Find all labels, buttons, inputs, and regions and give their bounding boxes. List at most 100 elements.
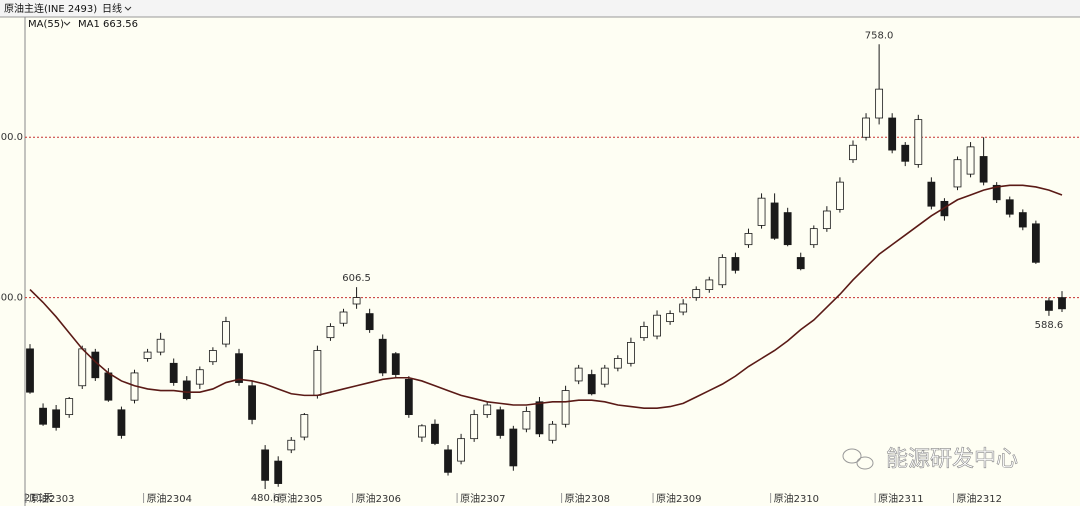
candle-body: [653, 314, 661, 337]
candle-body: [143, 351, 152, 359]
candle-body: [509, 428, 518, 467]
candle-body: [156, 338, 165, 353]
x-tick-label: 原油2308: [565, 492, 610, 505]
candle-body: [574, 367, 583, 382]
candle-body: [809, 228, 818, 246]
y-tick-label: 700.0: [0, 132, 23, 143]
indicator-value: MA1 663.56: [78, 19, 138, 30]
candle-body: [104, 372, 113, 401]
candle-body: [783, 212, 792, 246]
days-label: 211天: [24, 493, 53, 504]
x-tick-label: 原油2312: [956, 492, 1001, 505]
price-annotation: 758.0: [865, 30, 894, 41]
watermark-text: 能源研发中心: [886, 447, 1018, 472]
candle-body: [313, 350, 322, 396]
candle-body: [235, 353, 243, 383]
candle-body: [391, 353, 400, 375]
candle-body: [901, 144, 910, 162]
x-tick-label: 原油2310: [774, 492, 819, 505]
candle-body: [52, 409, 61, 428]
candle-body: [992, 184, 1001, 201]
price-annotation: 606.5: [342, 273, 371, 284]
candle-body: [91, 351, 100, 379]
candle-body: [261, 449, 270, 481]
candle-body: [640, 326, 648, 339]
candle-body: [679, 303, 688, 313]
candle-body: [692, 289, 701, 298]
candle-body: [39, 407, 47, 425]
candle-body: [352, 297, 361, 305]
candle-body: [535, 401, 544, 435]
x-tick-label: 原油2309: [656, 492, 701, 505]
candle-body: [822, 210, 831, 230]
candle-body: [1018, 212, 1027, 228]
title: 原油主连(INE 2493): [4, 2, 97, 15]
candle-body: [300, 414, 309, 438]
candle-body: [979, 156, 988, 183]
dropdown-icon[interactable]: [124, 6, 132, 11]
candle-body: [862, 117, 870, 138]
x-tick-label: 原油2306: [356, 492, 401, 505]
candle-body: [1045, 300, 1053, 311]
wechat-icon: [842, 448, 862, 464]
wechat-icon: [856, 456, 874, 470]
candle-body: [417, 425, 426, 438]
candle-body: [796, 257, 805, 270]
candle-body: [666, 313, 675, 323]
ma-line: [29, 184, 1063, 409]
candle-body: [548, 423, 557, 441]
candle-body: [26, 348, 34, 393]
candle-body: [169, 362, 178, 383]
candle-body: [444, 449, 452, 473]
candle-body: [849, 144, 857, 161]
candle-body: [117, 409, 126, 436]
candle-body: [770, 202, 779, 239]
candle-body: [483, 404, 492, 416]
y-tick-label: 600.0: [0, 293, 23, 304]
candle-body: [757, 197, 766, 226]
candle-body: [326, 326, 335, 339]
candle-body: [522, 411, 531, 430]
x-tick-label: 原油2303: [29, 492, 74, 505]
candle-body: [65, 398, 74, 416]
candle-body: [404, 378, 413, 416]
candle-body: [431, 423, 439, 444]
candle-body: [195, 369, 204, 385]
candle-body: [875, 88, 884, 119]
x-tick-label: 原油2307: [460, 492, 505, 505]
candle-body: [222, 321, 230, 345]
period[interactable]: 日线: [102, 2, 122, 15]
header-bar: [0, 0, 1080, 17]
candle-body: [1031, 223, 1040, 263]
candle-body: [836, 181, 844, 210]
candle-body: [365, 313, 374, 331]
candle-body: [457, 438, 465, 462]
price-annotation: 588.6: [1035, 320, 1064, 331]
x-tick-label: 原油2305: [277, 492, 322, 505]
candle-body: [888, 117, 897, 151]
candle-body: [718, 257, 727, 286]
candle-body: [587, 374, 596, 395]
candle-body: [600, 367, 609, 385]
x-tick-label: 原油2311: [878, 492, 923, 505]
candle-body: [182, 380, 191, 399]
candle-body: [470, 414, 479, 440]
watermark: 能源研发中心: [842, 447, 1018, 472]
x-tick-label: 原油2304: [147, 492, 192, 505]
candle-body: [1005, 199, 1014, 215]
candle-body: [208, 350, 217, 363]
candle-body: [914, 119, 923, 165]
candle-body: [966, 146, 975, 175]
candle-body: [78, 348, 87, 387]
candle-body: [287, 439, 296, 451]
indicator[interactable]: MA(55): [28, 19, 64, 30]
candle-body: [705, 279, 714, 290]
candle-body: [561, 390, 570, 425]
dropdown-icon[interactable]: [63, 21, 71, 26]
candle-body: [613, 358, 622, 369]
candle-body: [248, 385, 256, 420]
candle-body: [496, 409, 505, 436]
candle-body: [731, 257, 740, 271]
price-annotation: 480.6: [251, 493, 280, 504]
